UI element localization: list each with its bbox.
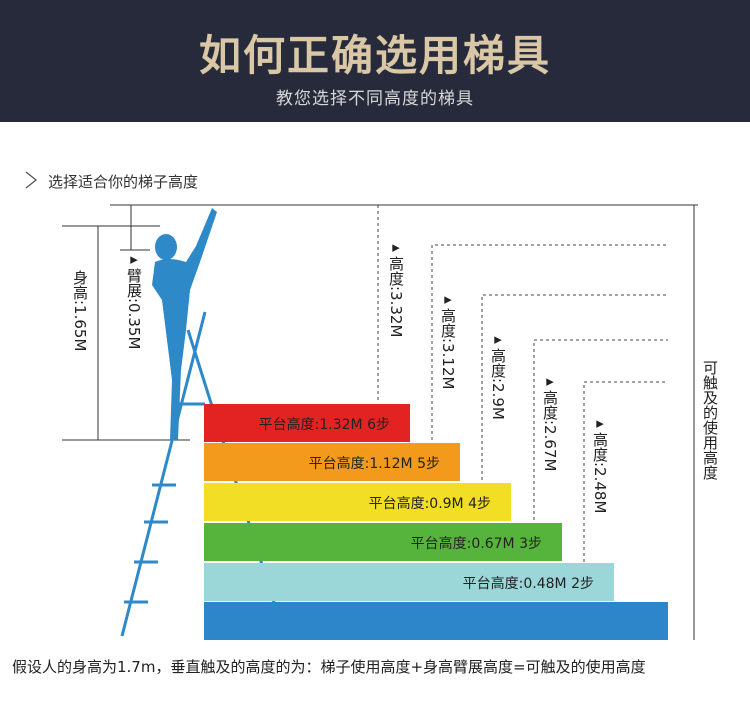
footer-note: 假设人的身高为1.7m，垂直触及的高度的为：梯子使用高度+身高臂展高度=可触及的… <box>12 658 646 676</box>
platform-bar-3: 平台高度:0.67M 3步 <box>204 523 562 561</box>
height-label-5: ▸高度:2.48M <box>591 414 609 514</box>
page-subtitle: 教您选择不同高度的梯具 <box>276 89 474 109</box>
platform-label-4: 平台高度:0.9M 4步 <box>368 496 491 512</box>
arm-span-label: ▸臂展:0.35M <box>125 250 143 350</box>
height-label-4: ▸高度:2.67M <box>541 372 559 472</box>
platform-bar-2: 平台高度:0.48M 2步 <box>204 563 614 601</box>
reach-height-label: 可触及的使用高度 <box>701 360 719 480</box>
body-height-label: 身高:1.65M <box>71 270 89 352</box>
platform-label-3: 平台高度:0.67M 3步 <box>410 536 542 552</box>
platform-bar-5: 平台高度:1.12M 5步 <box>204 443 460 481</box>
height-label-2: ▸高度:3.12M <box>439 290 457 390</box>
page-title: 如何正确选用梯具 <box>198 31 551 80</box>
platform-label-2: 平台高度:0.48M 2步 <box>462 576 594 592</box>
platform-bar-base <box>204 602 668 640</box>
platform-label-6: 平台高度:1.32M 6步 <box>258 417 390 433</box>
platform-bar-6: 平台高度:1.32M 6步 <box>204 404 410 442</box>
header-banner: 如何正确选用梯具 教您选择不同高度的梯具 <box>0 0 750 122</box>
person-silhouette <box>152 208 217 440</box>
height-label-3: ▸高度:2.9M <box>489 330 507 420</box>
platform-label-5: 平台高度:1.12M 5步 <box>308 456 440 472</box>
section-heading: 选择适合你的梯子高度 <box>48 173 199 191</box>
height-label-1: ▸高度:3.32M <box>387 238 405 338</box>
platform-bar-4: 平台高度:0.9M 4步 <box>204 483 511 521</box>
chevron-right-icon <box>25 171 38 189</box>
